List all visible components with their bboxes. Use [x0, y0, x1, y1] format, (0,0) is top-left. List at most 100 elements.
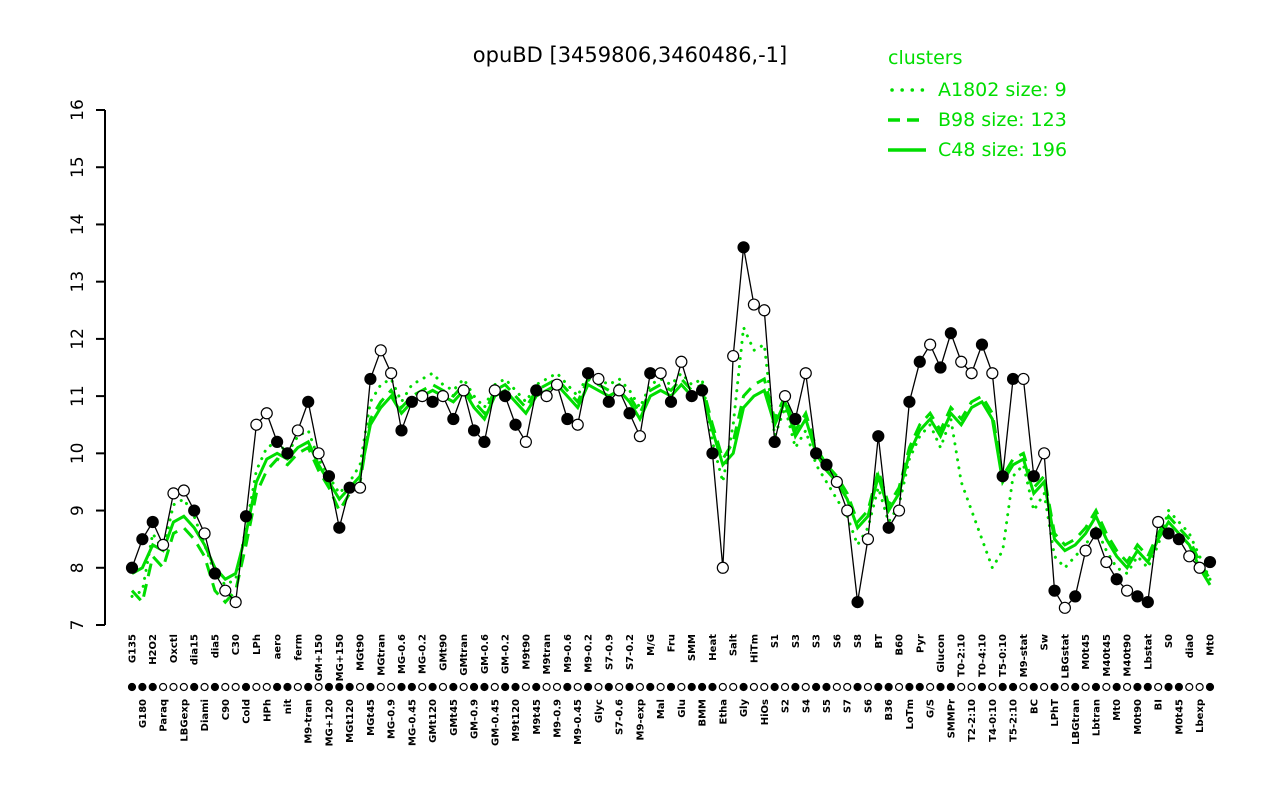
x-category-label: S7-0.6 [615, 699, 626, 735]
x-tick-point [1154, 682, 1163, 692]
x-tick-point [687, 682, 696, 692]
x-tick-point [231, 682, 240, 692]
data-point [602, 395, 615, 408]
x-tick-point [127, 682, 137, 692]
data-point [965, 367, 978, 380]
x-category-label: Glucon [936, 634, 947, 673]
x-tick-point [293, 682, 302, 692]
x-category-label: GM-0.2 [501, 634, 512, 674]
data-point [768, 435, 781, 448]
x-tick-point [635, 682, 645, 692]
y-tick-label: 16 [68, 99, 88, 121]
x-tick-point [304, 682, 313, 692]
x-category-label: GMt120 [428, 699, 439, 743]
x-tick-point [158, 682, 168, 692]
x-tick-point [1143, 682, 1152, 692]
x-tick-point [345, 682, 354, 692]
y-tick-label: 14 [68, 214, 88, 236]
data-point [1100, 555, 1113, 569]
x-category-label: MG-0.45 [407, 699, 418, 746]
x-tick-point [252, 682, 261, 692]
data-point [986, 367, 999, 380]
x-category-label: S6 [863, 699, 874, 713]
y-axis: 7 8 9 10 11 12 13 14 15 16 [68, 99, 106, 630]
x-tick-point [501, 682, 510, 692]
data-point [716, 561, 729, 574]
x-category-label: MGt45 [366, 699, 377, 736]
x-tick-point [625, 682, 634, 692]
x-category-label: Paraq [159, 699, 170, 732]
x-category-label: GM-0.45 [490, 699, 501, 746]
x-category-label: Etha [718, 699, 729, 724]
x-axis-labels: G135 G180 H2O2 Paraq Oxctl LBGexp dia15 Diami di… [128, 634, 1217, 747]
x-category-label: Fru [667, 634, 678, 652]
x-category-label: HiTm [749, 634, 760, 663]
data-point [385, 367, 398, 380]
cluster-curve-C48 [131, 382, 1212, 586]
x-category-label: M9-tran [304, 699, 315, 744]
x-category-label: M/G [646, 634, 657, 656]
data-point [550, 378, 564, 391]
x-tick-point [998, 682, 1007, 692]
data-point [436, 390, 450, 403]
cluster-curve-A1802 [130, 321, 1212, 598]
x-category-label: HiOs [760, 699, 771, 725]
x-category-label: Glu [677, 699, 688, 718]
x-tick-point [656, 682, 665, 692]
x-category-label: Sw [1040, 634, 1051, 650]
data-point [747, 298, 761, 311]
data-point [1048, 584, 1061, 597]
x-tick-point [749, 682, 759, 692]
data-point [125, 561, 139, 574]
x-tick-point [355, 682, 365, 692]
data-point [146, 515, 159, 529]
data-point [250, 418, 263, 431]
data-point [820, 458, 833, 471]
x-tick-point [324, 682, 334, 692]
x-tick-point [1071, 682, 1080, 692]
x-tick-point [480, 682, 489, 692]
x-category-label: Heat [708, 634, 719, 661]
x-tick-point [490, 682, 499, 692]
y-tick-label: 8 [68, 562, 88, 573]
data-point [1120, 584, 1134, 597]
data-point [1162, 527, 1175, 540]
x-tick-point [407, 682, 416, 692]
x-category-label: S3 [812, 634, 823, 648]
x-category-label: M40t45 [1102, 634, 1113, 677]
data-point [1027, 470, 1040, 483]
x-category-label: MG+150 [335, 634, 346, 681]
x-category-label: S7 [843, 699, 854, 713]
x-tick-point [697, 682, 707, 692]
data-point [830, 475, 843, 489]
data-point [1203, 555, 1217, 569]
data-point [208, 567, 222, 580]
x-category-label: MGtran [376, 634, 387, 676]
data-point [592, 372, 605, 386]
x-tick-point [200, 682, 209, 692]
data-point [467, 424, 481, 437]
x-tick-point [273, 682, 282, 692]
x-tick-point [739, 682, 748, 692]
data-point [343, 481, 356, 494]
x-tick-point [241, 682, 251, 692]
data-point [540, 390, 553, 403]
x-tick-point [770, 682, 779, 692]
legend: clusters A1802 size: 9 B98 size: 123 C48… [888, 47, 1067, 161]
y-tick-label: 12 [68, 328, 88, 350]
x-category-label: Diami [200, 699, 211, 731]
x-tick-point [729, 682, 738, 692]
x-category-label: MG-0.9 [387, 699, 398, 739]
data-point [944, 327, 957, 340]
x-tick-point [511, 682, 520, 692]
x-tick-point [1133, 682, 1142, 692]
x-tick-point [438, 682, 448, 692]
x-tick-point [812, 682, 821, 692]
data-point [1079, 544, 1092, 557]
x-tick-point [1029, 682, 1038, 692]
x-category-label: LBGexp [179, 699, 190, 742]
data-point [457, 384, 470, 397]
data-point [903, 395, 916, 408]
x-tick-point [853, 682, 862, 692]
data-point [1141, 596, 1154, 609]
